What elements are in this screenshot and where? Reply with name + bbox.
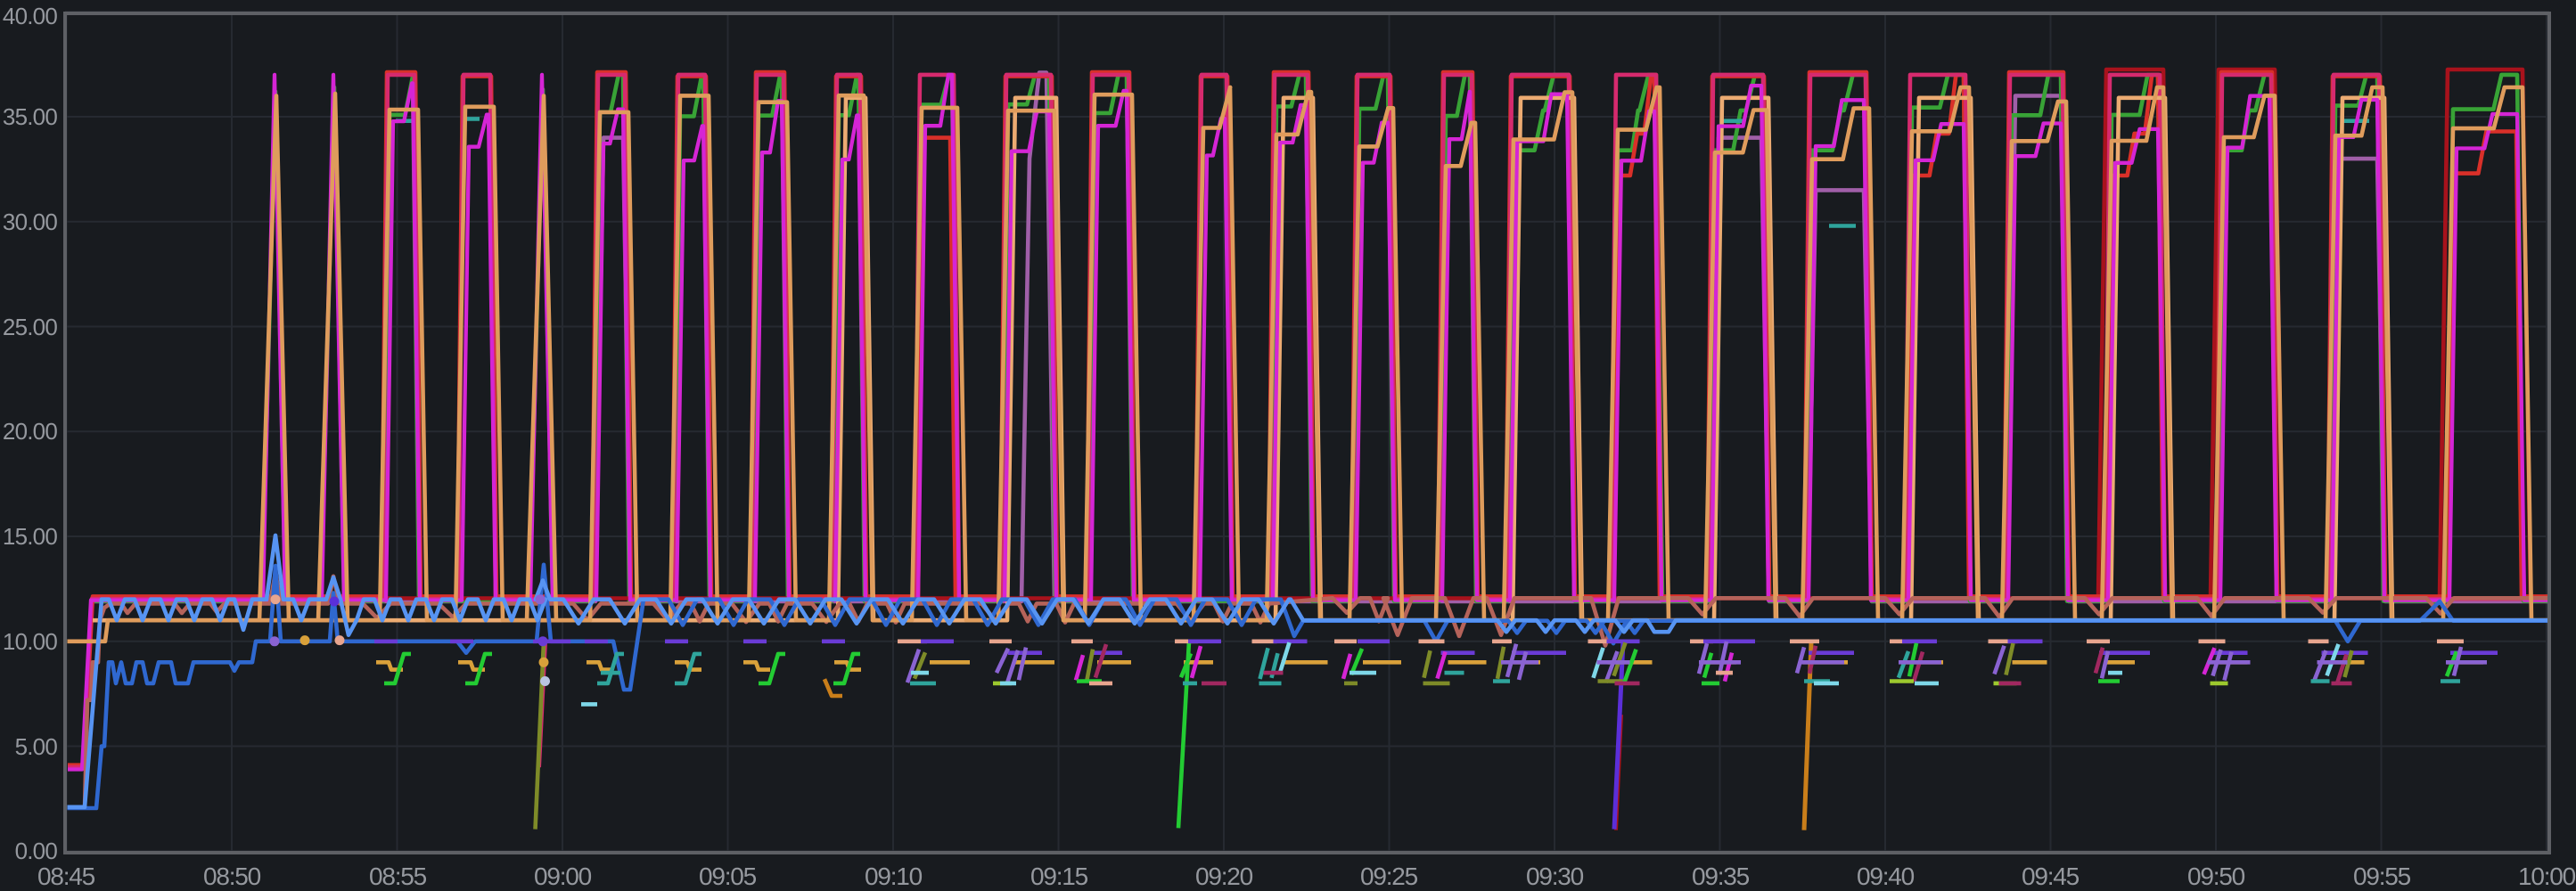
svg-text:10:00: 10:00 [2518, 862, 2576, 890]
svg-text:09:35: 09:35 [1692, 862, 1750, 890]
svg-text:09:15: 09:15 [1030, 862, 1088, 890]
svg-text:09:30: 09:30 [1526, 862, 1584, 890]
svg-text:10.00: 10.00 [3, 628, 57, 655]
svg-text:09:55: 09:55 [2353, 862, 2411, 890]
svg-text:09:10: 09:10 [865, 862, 923, 890]
svg-text:20.00: 20.00 [3, 418, 57, 445]
svg-text:09:20: 09:20 [1195, 862, 1253, 890]
svg-text:09:40: 09:40 [1857, 862, 1915, 890]
svg-text:25.00: 25.00 [3, 314, 57, 340]
svg-text:09:25: 09:25 [1360, 862, 1418, 890]
svg-text:08:55: 08:55 [369, 862, 427, 890]
svg-text:09:45: 09:45 [2022, 862, 2080, 890]
svg-text:09:50: 09:50 [2187, 862, 2245, 890]
svg-text:40.00: 40.00 [3, 3, 57, 29]
svg-text:09:00: 09:00 [534, 862, 592, 890]
svg-text:08:45: 08:45 [37, 862, 95, 890]
svg-text:08:50: 08:50 [203, 862, 261, 890]
svg-text:5.00: 5.00 [15, 733, 58, 760]
svg-text:35.00: 35.00 [3, 103, 57, 130]
svg-text:09:05: 09:05 [699, 862, 757, 890]
svg-text:30.00: 30.00 [3, 208, 57, 235]
svg-text:15.00: 15.00 [3, 523, 57, 550]
svg-text:0.00: 0.00 [15, 838, 58, 864]
